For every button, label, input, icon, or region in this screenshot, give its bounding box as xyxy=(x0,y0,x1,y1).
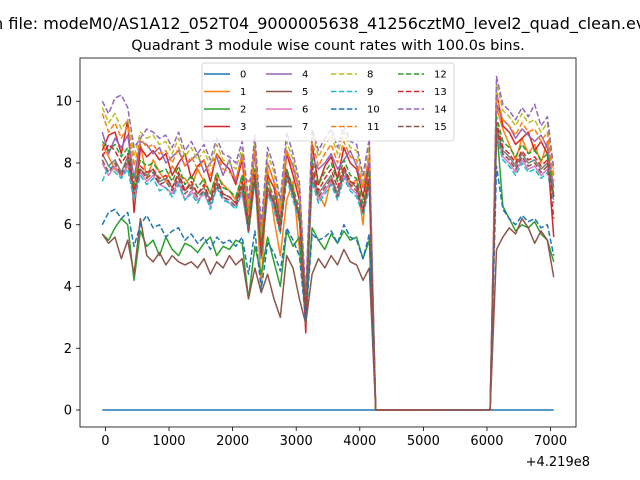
series-line-15 xyxy=(101,128,555,411)
x-tick-label: 0 xyxy=(101,434,109,449)
y-tick-label: 10 xyxy=(55,95,72,110)
y-tick-label: 0 xyxy=(64,404,72,419)
series-line-12 xyxy=(101,115,555,411)
legend-label-9: 9 xyxy=(367,87,373,98)
y-tick-label: 6 xyxy=(64,218,72,233)
chart-title: Quadrant 3 module wise count rates with … xyxy=(131,38,525,54)
x-tick-label: 6000 xyxy=(470,434,503,449)
y-tick-label: 8 xyxy=(64,156,72,171)
x-tick-label: 4000 xyxy=(343,434,376,449)
y-tick-label: 4 xyxy=(64,280,72,295)
legend-label-8: 8 xyxy=(367,70,373,81)
legend-label-2: 2 xyxy=(240,105,246,116)
y-tick-label: 2 xyxy=(64,342,72,357)
legend-label-12: 12 xyxy=(434,70,447,81)
figure-suptitle: In file: modeM0/AS1A12_052T04_9000005638… xyxy=(0,14,640,34)
x-tick-label: 3000 xyxy=(280,434,313,449)
legend-label-11: 11 xyxy=(367,122,380,133)
legend-label-7: 7 xyxy=(302,122,308,133)
legend-label-4: 4 xyxy=(302,70,308,81)
x-tick-label: 5000 xyxy=(407,434,440,449)
x-tick-label: 7000 xyxy=(534,434,567,449)
legend-label-14: 14 xyxy=(434,105,447,116)
legend-label-5: 5 xyxy=(302,87,308,98)
legend-label-0: 0 xyxy=(240,70,246,81)
axes-frame xyxy=(79,57,577,428)
legend-label-1: 1 xyxy=(240,87,246,98)
x-tick-label: 1000 xyxy=(152,434,185,449)
x-tick-label: 2000 xyxy=(216,434,249,449)
legend-label-13: 13 xyxy=(434,87,447,98)
x-axis-offset-label: +4.219e8 xyxy=(526,455,590,470)
legend-label-6: 6 xyxy=(302,105,308,116)
legend-label-3: 3 xyxy=(240,122,246,133)
legend-label-10: 10 xyxy=(367,105,380,116)
legend-label-15: 15 xyxy=(434,122,447,133)
legend-box xyxy=(201,62,455,142)
